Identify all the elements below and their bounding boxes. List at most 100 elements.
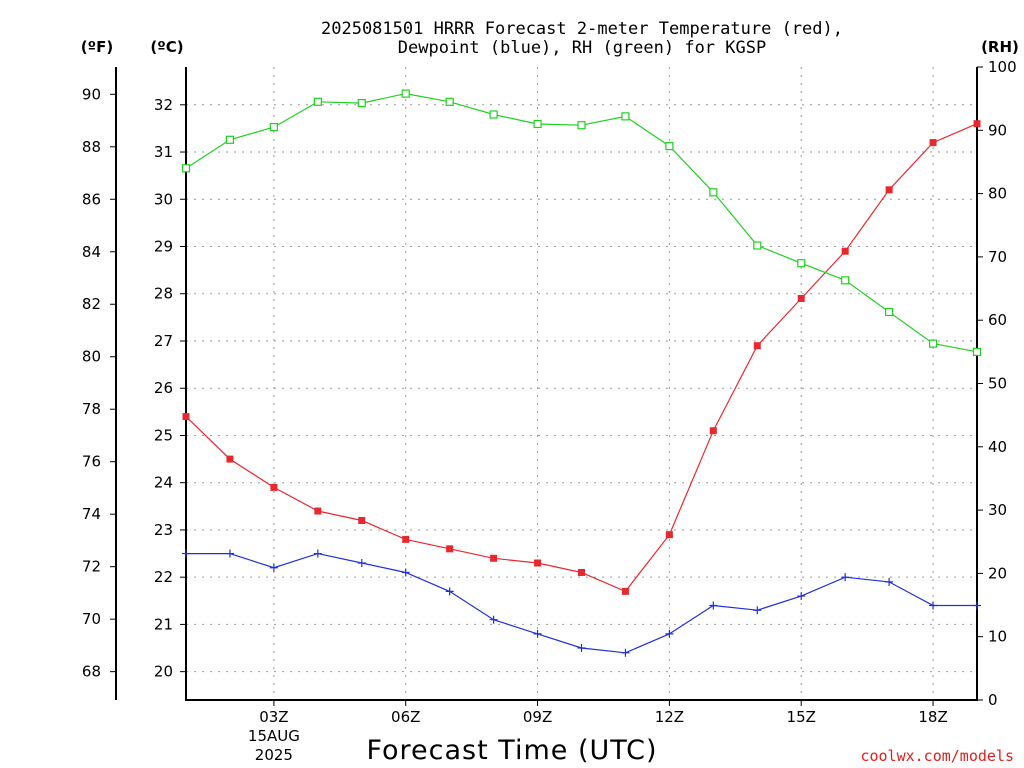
f-tick-label-80: 80 bbox=[82, 348, 101, 366]
source-credit: coolwx.com/models bbox=[860, 747, 1014, 765]
c-tick-label-21: 21 bbox=[154, 615, 173, 633]
f-tick-label-88: 88 bbox=[82, 138, 101, 156]
point-temperature-3 bbox=[270, 483, 278, 491]
point-dewpoint-2 bbox=[225, 549, 234, 558]
c-tick-label-23: 23 bbox=[154, 521, 173, 539]
rh-tick-label-50: 50 bbox=[988, 375, 1007, 393]
point-rh-5 bbox=[357, 98, 366, 108]
x-tick-label-15: 15Z bbox=[787, 708, 816, 726]
point-rh-17 bbox=[885, 307, 894, 317]
plot-frame bbox=[185, 67, 978, 701]
point-rh-19 bbox=[972, 347, 982, 356]
c-tick-label-30: 30 bbox=[154, 190, 173, 208]
c-tick-label-26: 26 bbox=[154, 379, 173, 397]
point-temperature-18 bbox=[929, 139, 937, 147]
point-temperature-12 bbox=[665, 531, 673, 539]
rh-tick-label-100: 100 bbox=[988, 58, 1017, 76]
grid-layer bbox=[186, 67, 977, 700]
point-rh-2 bbox=[225, 135, 235, 144]
rh-tick-label-90: 90 bbox=[988, 121, 1007, 139]
point-temperature-14 bbox=[753, 342, 761, 350]
point-dewpoint-3 bbox=[269, 563, 278, 572]
point-dewpoint-10 bbox=[577, 644, 586, 653]
point-rh-10 bbox=[577, 121, 586, 130]
point-rh-11 bbox=[621, 112, 630, 121]
point-rh-16 bbox=[841, 276, 850, 285]
f-tick-label-74: 74 bbox=[82, 505, 101, 523]
point-temperature-11 bbox=[621, 587, 629, 595]
point-dewpoint-4 bbox=[313, 549, 322, 558]
point-dewpoint-12 bbox=[665, 629, 674, 638]
point-dewpoint-15 bbox=[797, 592, 806, 601]
f-tick-label-72: 72 bbox=[82, 558, 101, 576]
rh-tick-label-20: 20 bbox=[988, 564, 1007, 582]
point-rh-8 bbox=[489, 110, 498, 119]
point-dewpoint-9 bbox=[533, 629, 542, 638]
c-tick-label-25: 25 bbox=[154, 426, 173, 444]
point-rh-12 bbox=[665, 142, 674, 151]
point-temperature-6 bbox=[402, 535, 410, 543]
point-rh-13 bbox=[709, 188, 718, 197]
point-rh-4 bbox=[313, 97, 322, 106]
rh-tick-label-70: 70 bbox=[988, 248, 1007, 266]
f-tick-label-82: 82 bbox=[82, 295, 101, 313]
point-rh-9 bbox=[533, 119, 542, 129]
point-temperature-15 bbox=[797, 294, 805, 302]
celsius-unit-label: (ºC) bbox=[150, 38, 183, 56]
point-temperature-19 bbox=[973, 120, 981, 128]
rh-unit-label: (RH) bbox=[981, 38, 1019, 56]
point-rh-14 bbox=[753, 241, 762, 250]
rh-tick-label-0: 0 bbox=[988, 691, 998, 709]
c-tick-label-31: 31 bbox=[154, 143, 173, 161]
series-line-rh bbox=[185, 92, 978, 353]
point-dewpoint-5 bbox=[357, 559, 366, 568]
point-temperature-17 bbox=[885, 186, 893, 194]
point-dewpoint-18 bbox=[929, 601, 938, 610]
point-dewpoint-8 bbox=[489, 615, 498, 624]
point-dewpoint-6 bbox=[401, 568, 410, 577]
f-tick-label-78: 78 bbox=[82, 400, 101, 418]
point-temperature-13 bbox=[709, 427, 717, 435]
c-tick-label-28: 28 bbox=[154, 285, 173, 303]
rh-tick-label-30: 30 bbox=[988, 501, 1007, 519]
x-tick-label-18: 18Z bbox=[918, 708, 947, 726]
point-temperature-1 bbox=[182, 413, 190, 421]
c-tick-label-29: 29 bbox=[154, 238, 173, 256]
point-rh-15 bbox=[797, 259, 806, 268]
point-rh-6 bbox=[401, 89, 410, 98]
point-rh-7 bbox=[445, 97, 454, 106]
point-dewpoint-11 bbox=[621, 648, 630, 657]
point-temperature-8 bbox=[490, 554, 498, 562]
point-temperature-9 bbox=[534, 559, 542, 567]
c-tick-label-24: 24 bbox=[154, 474, 173, 492]
c-tick-label-32: 32 bbox=[154, 96, 173, 114]
c-tick-label-20: 20 bbox=[154, 663, 173, 681]
series-layer bbox=[181, 89, 982, 657]
f-tick-label-84: 84 bbox=[82, 243, 101, 261]
f-tick-label-68: 68 bbox=[82, 663, 101, 681]
axes-layer bbox=[110, 66, 983, 706]
f-tick-label-76: 76 bbox=[82, 453, 101, 471]
point-rh-3 bbox=[269, 123, 278, 132]
c-tick-label-27: 27 bbox=[154, 332, 173, 350]
point-temperature-2 bbox=[226, 455, 234, 463]
rh-tick-label-80: 80 bbox=[988, 185, 1007, 203]
point-dewpoint-7 bbox=[445, 587, 454, 596]
point-rh-1 bbox=[181, 164, 191, 173]
rh-tick-label-40: 40 bbox=[988, 438, 1007, 456]
f-tick-label-90: 90 bbox=[82, 85, 101, 103]
x-axis-label: Forecast Time (UTC) bbox=[366, 735, 657, 766]
point-temperature-16 bbox=[841, 247, 849, 255]
x-tick-label-9: 09Z bbox=[523, 708, 552, 726]
x-tick-label-12: 12Z bbox=[655, 708, 684, 726]
f-tick-label-86: 86 bbox=[82, 190, 101, 208]
point-temperature-5 bbox=[358, 516, 366, 524]
f-tick-label-70: 70 bbox=[82, 610, 101, 628]
fahrenheit-unit-label: (ºF) bbox=[81, 38, 113, 56]
point-dewpoint-13 bbox=[709, 601, 718, 610]
rh-tick-label-60: 60 bbox=[988, 311, 1007, 329]
point-dewpoint-17 bbox=[885, 577, 894, 586]
x-tick-year-3: 2025 bbox=[255, 746, 293, 764]
point-temperature-7 bbox=[446, 545, 454, 553]
